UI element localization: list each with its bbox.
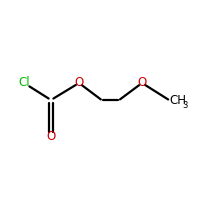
Text: CH: CH (169, 94, 186, 106)
Text: Cl: Cl (18, 76, 30, 90)
Text: O: O (46, 130, 56, 142)
Text: O: O (74, 76, 84, 90)
Text: O: O (137, 76, 147, 90)
Text: 3: 3 (183, 101, 188, 110)
